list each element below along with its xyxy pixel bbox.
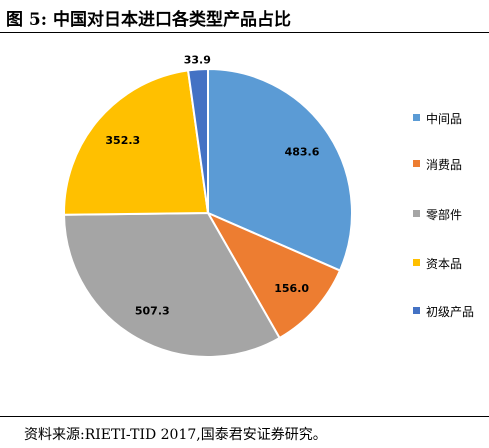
legend-item-parts: 零部件 (413, 206, 489, 222)
data-label-intermediate: 483.6 (285, 145, 320, 158)
data-label-parts: 507.3 (135, 305, 170, 318)
pie-slice-primary (186, 67, 209, 214)
legend-swatch (413, 210, 420, 217)
legend-label: 消费品 (426, 158, 463, 172)
legend-item-primary: 初级产品 (413, 303, 489, 319)
legend-label: 初级产品 (426, 305, 475, 319)
top-rule (0, 32, 489, 33)
legend-swatch (413, 307, 420, 314)
data-label-primary: 33.9 (184, 53, 211, 66)
legend-swatch (413, 160, 420, 167)
bottom-rule (0, 416, 489, 417)
legend-label: 资本品 (426, 257, 463, 271)
pie-slice-intermediate (207, 67, 353, 272)
pie-slice-parts (62, 211, 281, 358)
data-label-capital: 352.3 (105, 134, 140, 147)
pie-slice-capital (63, 69, 210, 216)
source-note: 资料来源:RIETI-TID 2017,国泰君安证券研究。 (24, 427, 327, 443)
pie-slice-consumer (205, 210, 342, 340)
legend-label: 零部件 (426, 208, 463, 222)
legend-label: 中间品 (426, 112, 463, 126)
chart-title: 图 5: 中国对日本进口各类型产品占比 (6, 10, 291, 30)
legend-item-consumer: 消费品 (413, 156, 489, 172)
legend-swatch (413, 114, 420, 121)
legend-item-capital: 资本品 (413, 255, 489, 271)
data-label-consumer: 156.0 (274, 282, 309, 295)
legend-item-intermediate: 中间品 (413, 110, 489, 126)
legend-swatch (413, 259, 420, 266)
